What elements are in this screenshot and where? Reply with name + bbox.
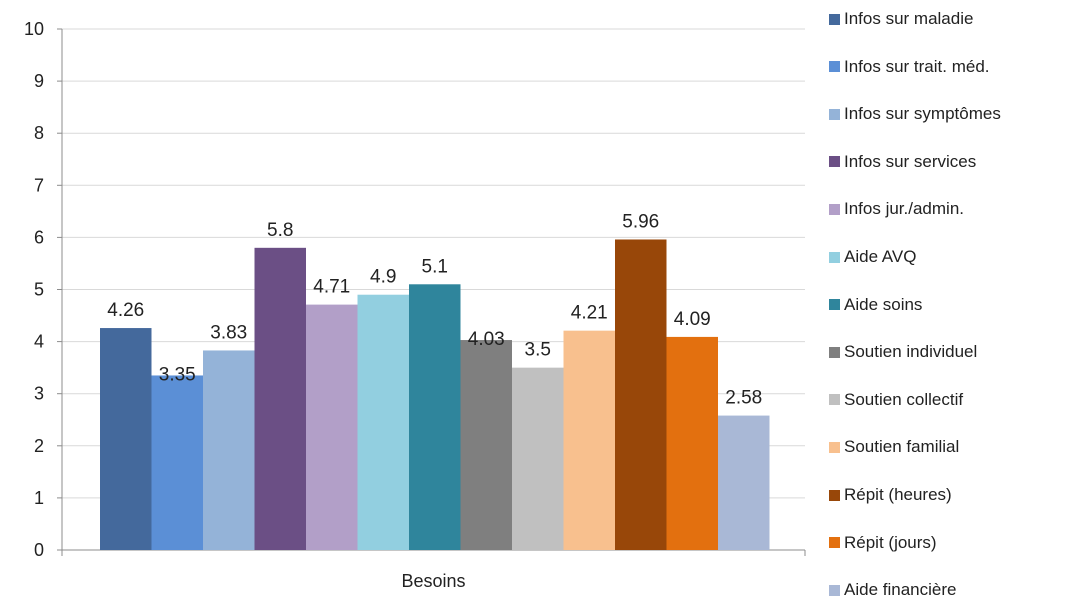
legend-item: Répit (heures) [829, 484, 952, 506]
legend-label: Soutien individuel [844, 342, 978, 362]
data-label: 5.96 [622, 211, 659, 232]
y-tick-label: 9 [34, 71, 44, 91]
bar [357, 294, 409, 550]
legend-item: Aide AVQ [829, 246, 916, 268]
legend-item: Répit (jours) [829, 532, 937, 554]
y-tick-label: 0 [34, 540, 44, 560]
legend-swatch [829, 251, 840, 263]
legend-swatch [829, 489, 840, 501]
legend-swatch [829, 61, 840, 73]
data-label: 2.58 [725, 388, 762, 409]
y-tick-label: 3 [34, 384, 44, 404]
bar [409, 284, 461, 550]
data-label: 4.03 [468, 329, 505, 350]
legend-label: Répit (jours) [844, 532, 937, 552]
y-tick-label: 6 [34, 227, 44, 247]
legend-label: Aide financière [844, 580, 957, 600]
legend-swatch [829, 203, 840, 215]
legend-label: Soutien familial [844, 437, 960, 457]
legend-item: Aide soins [829, 294, 922, 316]
y-tick-label: 10 [24, 19, 44, 39]
bar [306, 304, 358, 550]
legend-item: Soutien familial [829, 436, 959, 458]
bar [563, 330, 615, 550]
bars [100, 239, 770, 550]
y-tick-label: 5 [34, 280, 44, 300]
legend-label: Infos sur symptômes [844, 104, 1001, 124]
legend-item: Aide financière [829, 579, 956, 601]
legend-item: Infos sur services [829, 151, 976, 173]
bar [718, 415, 770, 550]
bar [100, 328, 152, 550]
data-label: 4.71 [313, 277, 350, 298]
data-label: 5.8 [267, 220, 293, 241]
legend-item: Soutien individuel [829, 341, 977, 363]
legend-item: Soutien collectif [829, 389, 963, 411]
legend-label: Infos jur./admin. [844, 199, 965, 219]
y-tick-label: 8 [34, 123, 44, 143]
bar [203, 350, 255, 550]
data-label: 3.35 [159, 364, 196, 385]
bar [151, 375, 203, 550]
legend: Infos sur maladie Infos sur trait. méd. In… [829, 0, 1069, 601]
y-tick-label: 2 [34, 436, 44, 456]
bar [512, 367, 564, 550]
legend-swatch [829, 13, 840, 25]
legend-swatch [829, 299, 840, 311]
legend-swatch [829, 346, 840, 358]
legend-item: Infos jur./admin. [829, 198, 964, 220]
legend-swatch [829, 584, 840, 596]
y-tick-label: 4 [34, 332, 44, 352]
data-label: 3.83 [210, 322, 247, 343]
y-tick-label: 1 [34, 488, 44, 508]
data-labels: 4.26 3.35 3.83 5.8 4.71 4.9 5.1 4.03 3.5 4.21 5.96… [107, 211, 762, 408]
bar [460, 340, 512, 550]
data-label: 4.9 [370, 267, 396, 288]
x-category-label: Besoins [401, 571, 465, 591]
legend-item: Infos sur trait. méd. [829, 56, 990, 78]
bar [666, 336, 718, 550]
legend-swatch [829, 108, 840, 120]
legend-swatch [829, 156, 840, 168]
data-label: 4.26 [107, 300, 144, 321]
bar [615, 239, 667, 550]
legend-label: Infos sur services [844, 151, 977, 171]
legend-label: Aide AVQ [844, 247, 917, 266]
data-label: 4.09 [674, 309, 711, 330]
data-label: 3.5 [525, 340, 551, 361]
legend-label: Aide soins [844, 294, 923, 314]
legend-swatch [829, 537, 840, 549]
data-label: 5.1 [422, 256, 448, 277]
legend-swatch [829, 441, 840, 453]
legend-item: Infos sur maladie [829, 8, 973, 30]
legend-swatch [829, 394, 840, 406]
legend-label: Infos sur maladie [844, 9, 974, 28]
y-axis-tick-labels: 0 1 2 3 4 5 6 7 8 9 10 [24, 19, 44, 560]
legend-item: Infos sur symptômes [829, 103, 1001, 125]
bar [254, 247, 306, 550]
legend-label: Répit (heures) [844, 485, 952, 504]
data-label: 4.21 [571, 303, 608, 324]
legend-label: Infos sur trait. méd. [844, 56, 990, 76]
y-tick-label: 7 [34, 175, 44, 195]
legend-label: Soutien collectif [844, 389, 964, 409]
